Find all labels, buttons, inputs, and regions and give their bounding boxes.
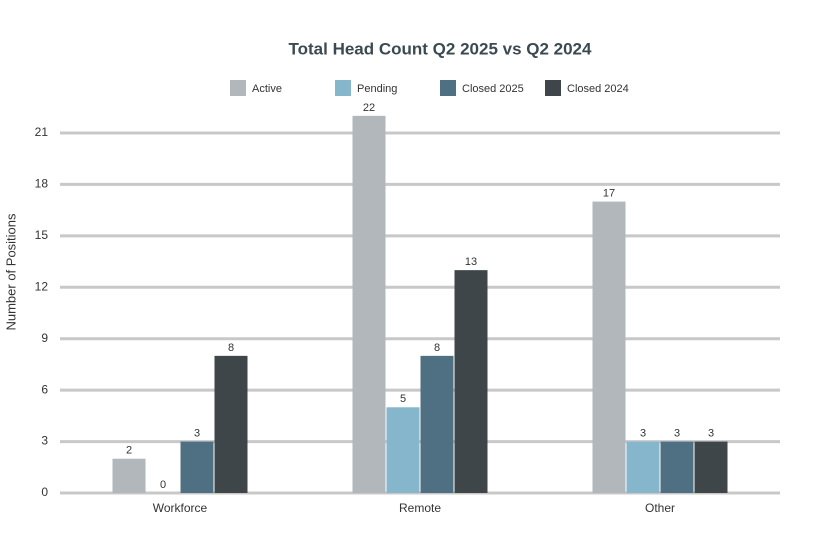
y-tick-label: 21 bbox=[35, 125, 49, 139]
data-label: 22 bbox=[363, 102, 375, 114]
data-label: 8 bbox=[434, 342, 440, 354]
chart-title: Total Head Count Q2 2025 vs Q2 2024 bbox=[289, 39, 593, 58]
y-axis-label: Number of Positions bbox=[3, 213, 18, 331]
data-label: 5 bbox=[400, 393, 406, 405]
legend-label: Active bbox=[252, 83, 282, 95]
data-label: 2 bbox=[126, 445, 132, 457]
legend-swatch bbox=[545, 80, 561, 96]
legend-label: Closed 2025 bbox=[462, 83, 524, 95]
bar bbox=[420, 355, 454, 493]
legend-label: Pending bbox=[357, 83, 397, 95]
y-tick-label: 3 bbox=[41, 434, 48, 448]
bar bbox=[454, 270, 488, 493]
bar bbox=[386, 407, 420, 493]
data-label: 8 bbox=[228, 342, 234, 354]
x-tick-label: Remote bbox=[399, 501, 441, 515]
bar bbox=[180, 441, 214, 493]
data-label: 3 bbox=[674, 427, 680, 439]
y-tick-label: 9 bbox=[41, 331, 48, 345]
data-label: 3 bbox=[708, 427, 714, 439]
data-label: 3 bbox=[194, 427, 200, 439]
data-label: 17 bbox=[603, 187, 615, 199]
y-tick-label: 0 bbox=[41, 485, 48, 499]
bar bbox=[352, 115, 386, 493]
bar bbox=[694, 441, 728, 493]
bar bbox=[592, 201, 626, 494]
data-label: 13 bbox=[465, 256, 477, 268]
y-tick-label: 18 bbox=[35, 177, 49, 191]
data-label: 0 bbox=[160, 479, 166, 491]
bar bbox=[214, 355, 248, 493]
data-label: 3 bbox=[640, 427, 646, 439]
x-tick-label: Other bbox=[645, 501, 675, 515]
bar bbox=[660, 441, 694, 493]
legend-swatch bbox=[230, 80, 246, 96]
y-tick-label: 15 bbox=[35, 228, 49, 242]
bar bbox=[626, 441, 660, 493]
y-tick-label: 6 bbox=[41, 382, 48, 396]
legend-swatch bbox=[440, 80, 456, 96]
bar bbox=[112, 458, 146, 493]
x-tick-label: Workforce bbox=[153, 501, 208, 515]
y-tick-label: 12 bbox=[35, 279, 49, 293]
legend-label: Closed 2024 bbox=[567, 83, 629, 95]
legend-swatch bbox=[335, 80, 351, 96]
